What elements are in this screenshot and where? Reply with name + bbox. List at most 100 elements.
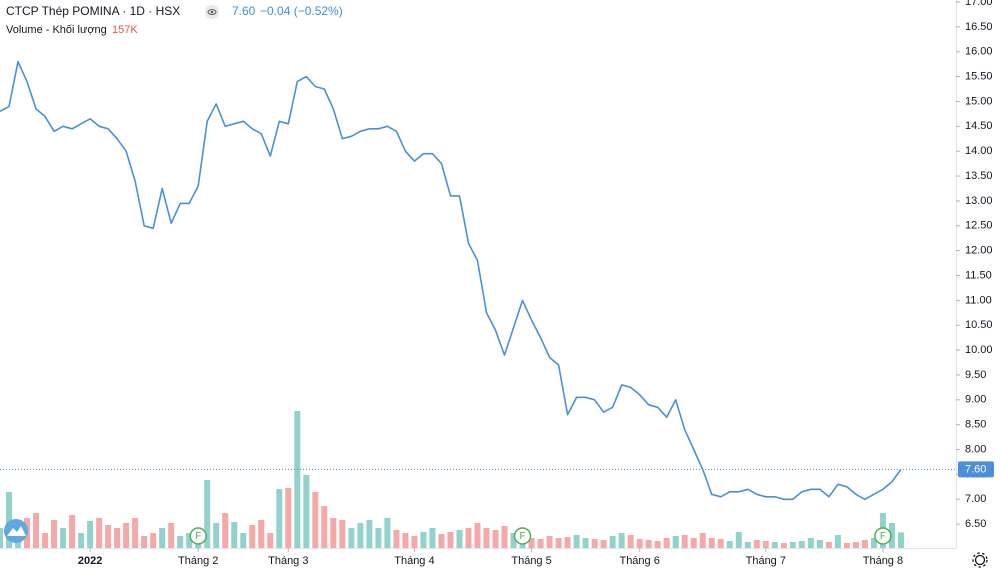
volume-bar [132,518,139,548]
volume-bar [870,538,877,548]
y-tick-label: 13.00 [965,195,993,207]
event-marker[interactable]: F [874,527,892,545]
event-label: F [519,531,525,542]
volume-bar [762,541,769,548]
volume-bar [663,538,670,548]
volume-bar [690,538,697,548]
volume-bar [69,515,76,548]
price-line [0,60,902,501]
volume-bar [771,542,778,548]
y-tick-label: 14.50 [965,120,993,132]
volume-bar [843,543,850,548]
volume-bar [6,492,13,548]
volume-bar [0,528,3,548]
volume-bar [672,536,679,548]
event-circle [513,527,532,545]
volume-bar [411,536,418,548]
volume-bar [438,534,445,548]
x-tick-label: Tháng 8 [863,555,903,567]
volume-bar [105,525,112,548]
y-tick-label: 9.50 [965,369,986,381]
volume-bar [618,533,625,548]
volume-bar [213,523,220,548]
volume-bar [420,532,427,548]
settings-icon[interactable] [972,552,988,568]
y-tick-label: 11.50 [965,269,992,281]
volume-bar [96,518,103,548]
volume-bar [330,518,337,548]
volume-bar [348,528,355,548]
volume-bar [699,533,706,548]
y-tick-label: 6.50 [965,518,986,530]
volume-bar [726,541,733,548]
volume-bar [798,541,805,548]
volume-bar [753,540,760,548]
volume-bar [339,520,346,548]
volume-bar [465,528,472,548]
volume-bar [744,542,751,548]
header-price: 7.60 [232,4,256,18]
logo-icon[interactable] [4,519,28,543]
y-tick-label: 10.00 [965,344,993,356]
volume-bar [222,513,229,548]
visibility-icon[interactable] [205,5,219,19]
volume-bar [474,523,481,548]
volume-bar [780,543,787,548]
y-tick-label: 16.50 [965,21,993,33]
volume-bar [537,539,544,548]
volume-bar [492,530,499,548]
event-label: F [195,531,201,542]
y-tick-label: 8.50 [965,419,986,431]
volume-bar [681,535,688,548]
volume-bar [366,520,373,548]
volume-bar [60,528,67,548]
volume-bar [429,528,436,548]
volume-bar [555,538,562,548]
volume-bar [861,540,868,548]
x-tick-label: 2022 [78,555,102,567]
volume-bar [312,492,319,548]
volume-bar [510,533,517,548]
event-marker[interactable]: F [513,527,532,545]
volume-bar [375,528,382,548]
volume-bar [654,541,661,548]
volume-bar [141,536,148,548]
volume-bar [708,538,715,548]
y-tick-label: 12.00 [965,245,993,257]
x-tick-label: Tháng 4 [394,555,434,567]
y-tick-label: 9.00 [965,394,986,406]
volume-bar [573,535,580,548]
volume-bar [276,489,283,548]
volume-bar [114,528,121,548]
volume-bar [267,533,274,548]
volume-bar [384,518,391,548]
volume-bar [33,513,40,548]
volume-bar [159,528,166,548]
volume-bar [393,530,400,548]
volume-bar [51,520,58,548]
event-label: F [880,531,886,542]
volume-bar [78,533,85,548]
volume-bar [528,538,535,548]
y-tick-label: 13.50 [965,170,993,182]
chart-title: CTCP Thép POMINA · 1D · HSX [6,4,180,18]
volume-bar [249,525,256,548]
volume-bar [546,536,553,548]
volume-bar [645,540,652,548]
volume-bar [456,530,463,548]
volume-bar [834,535,841,548]
volume-bar [564,537,571,548]
volume-bar [177,536,184,548]
x-tick-label: Tháng 6 [619,555,659,567]
volume-bar [627,535,634,548]
y-tick-label: 7.00 [965,493,986,505]
y-tick-label: 15.00 [965,95,993,107]
volume-bar [240,533,247,548]
event-marker[interactable]: F [189,527,207,545]
x-tick-label: Tháng 5 [511,555,551,567]
volume-bar [168,523,175,548]
volume-bar [888,523,895,548]
